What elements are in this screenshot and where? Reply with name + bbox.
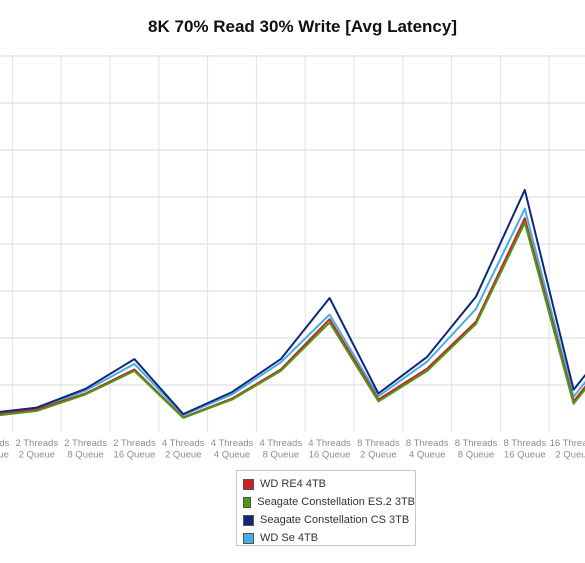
chart-title-text: 8K 70% Read 30% Write [Avg Latency] <box>148 17 457 36</box>
legend-swatch-0 <box>243 478 254 490</box>
legend-item[interactable]: Seagate Constellation CS 3TB <box>243 511 415 529</box>
legend-item[interactable]: WD RE4 4TB <box>243 475 415 493</box>
x-tick-label: 8 Threads 16 Queue <box>503 438 546 461</box>
legend-swatch-2 <box>243 514 254 526</box>
legend-item[interactable]: Seagate Constellation ES.2 3TB <box>243 493 415 511</box>
x-tick-label: 8 Threads 4 Queue <box>406 438 449 461</box>
legend: WD RE4 4TB Seagate Constellation ES.2 3T… <box>236 470 416 546</box>
legend-label: WD RE4 4TB <box>260 478 327 490</box>
series-line-3 <box>0 207 585 417</box>
series-lines <box>0 188 585 419</box>
legend-label: WD Se 4TB <box>260 532 319 544</box>
series-line-2 <box>0 188 585 416</box>
legend-label: Seagate Constellation CS 3TB <box>260 514 410 526</box>
legend-label: Seagate Constellation ES.2 3TB <box>257 496 415 508</box>
legend-swatch-1 <box>243 496 252 508</box>
x-tick-label: 4 Threads 2 Queue <box>162 438 205 461</box>
grid <box>0 55 585 432</box>
x-tick-label: 8 Threads 2 Queue <box>357 438 400 461</box>
chart-title: 8K 70% Read 30% Write [Avg Latency] <box>0 17 585 37</box>
series-line-1 <box>0 221 585 419</box>
x-tick-label: 2 Threads 8 Queue <box>64 438 107 461</box>
x-tick-label: 2 Threads 16 Queue <box>113 438 156 461</box>
legend-item[interactable]: WD Se 4TB <box>243 529 415 547</box>
x-tick-label: 8 Threads 8 Queue <box>455 438 498 461</box>
legend-swatch-3 <box>243 532 254 544</box>
x-tick-label: 4 Threads 16 Queue <box>308 438 351 461</box>
x-tick-label: 4 Threads 4 Queue <box>211 438 254 461</box>
x-tick-label: 2 Threads 2 Queue <box>15 438 58 461</box>
x-tick-label: 4 Threads 8 Queue <box>259 438 302 461</box>
